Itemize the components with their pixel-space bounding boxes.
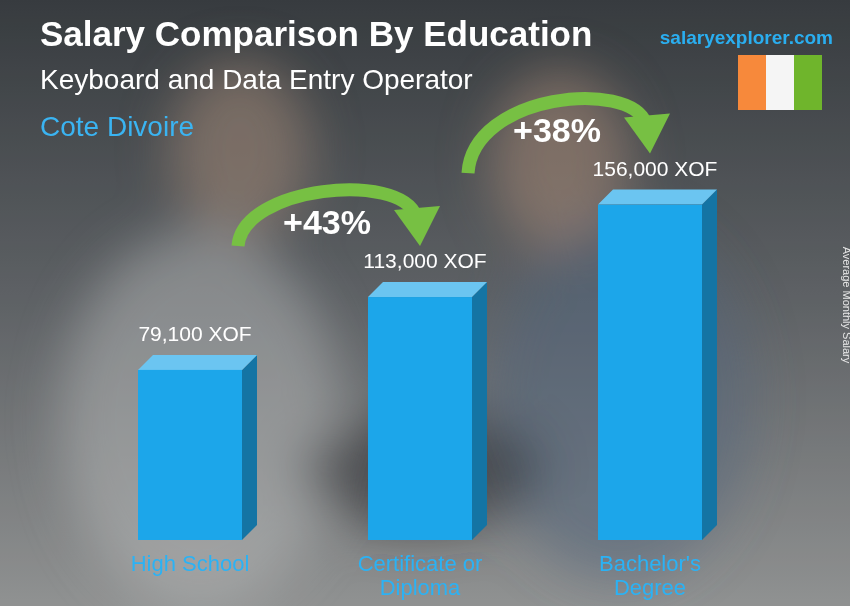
bar xyxy=(598,205,702,540)
y-axis-label: Average Monthly Salary xyxy=(841,247,850,364)
category-line: Degree xyxy=(614,575,686,600)
chart-root: Salary Comparison By Education Keyboard a… xyxy=(0,0,850,606)
flag xyxy=(738,55,822,110)
background xyxy=(0,0,850,606)
arrow-body xyxy=(468,99,646,174)
category-label: Certificate orDiploma xyxy=(358,551,483,600)
bar-side xyxy=(472,282,487,540)
annotation: +43% xyxy=(283,203,371,241)
bar-top xyxy=(368,282,487,297)
data-label: 113,000 XOF xyxy=(363,249,486,272)
category-line: High School xyxy=(131,551,250,576)
bar-top xyxy=(598,190,717,205)
arrow-head xyxy=(394,206,440,246)
source: salaryexplorer.com xyxy=(660,27,833,48)
flag-stripe xyxy=(766,55,794,110)
bar-side xyxy=(242,355,257,540)
arrow-body xyxy=(238,190,416,246)
title: Salary Comparison By Education xyxy=(40,14,592,53)
category-line: Diploma xyxy=(380,575,461,600)
category-line: Bachelor's xyxy=(599,551,701,576)
bars xyxy=(138,190,717,540)
category-label: High School xyxy=(131,551,250,576)
annotation: +38% xyxy=(513,111,601,149)
growth-arrow xyxy=(468,99,670,174)
bar-top xyxy=(138,355,257,370)
bar xyxy=(138,370,242,540)
overlay xyxy=(0,0,850,606)
flag-stripe xyxy=(738,55,766,110)
location: Cote Divoire xyxy=(40,111,194,142)
subtitle: Keyboard and Data Entry Operator xyxy=(40,64,473,95)
growth-arrow xyxy=(238,190,440,246)
bar xyxy=(368,297,472,540)
category-line: Certificate or xyxy=(358,551,483,576)
category-label: Bachelor'sDegree xyxy=(599,551,701,600)
data-label: 156,000 XOF xyxy=(593,157,718,180)
data-label: 79,100 XOF xyxy=(138,322,251,345)
arrow-head xyxy=(624,114,670,154)
bar-side xyxy=(702,190,717,540)
chart: Salary Comparison By Education Keyboard a… xyxy=(0,0,850,606)
flag-stripe xyxy=(794,55,822,110)
